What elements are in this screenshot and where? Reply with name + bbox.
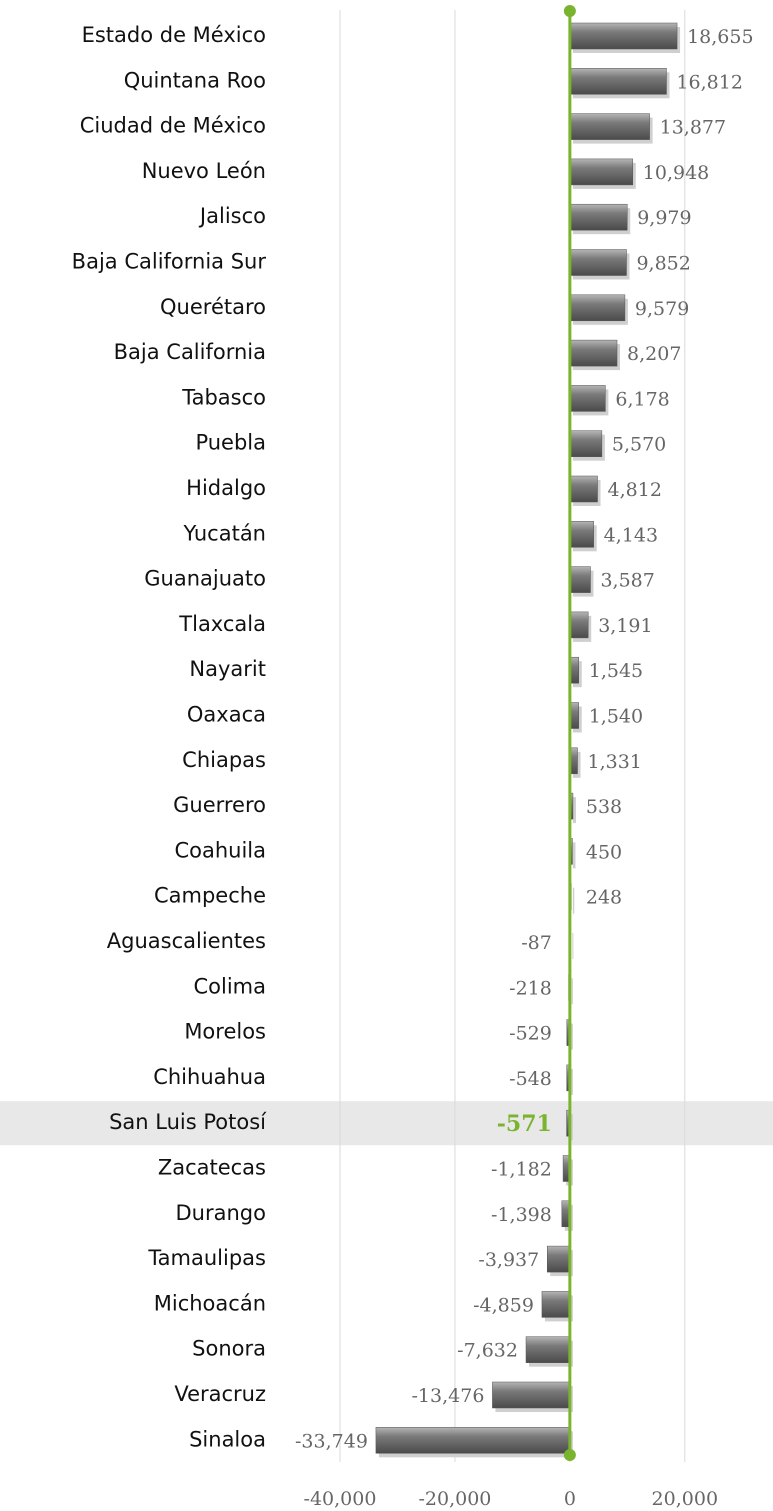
value-label: 248	[586, 887, 622, 909]
category-label: Nuevo León	[142, 159, 266, 183]
value-label: -548	[509, 1068, 552, 1090]
bar	[569, 249, 627, 276]
category-label: Tlaxcala	[178, 612, 266, 636]
x-tick-label: 0	[564, 1488, 576, 1510]
bar	[569, 339, 618, 367]
bar	[569, 385, 606, 412]
category-label: Campeche	[154, 884, 266, 908]
value-label: -3,937	[478, 1249, 539, 1271]
category-label: Baja California Sur	[72, 250, 267, 274]
bar	[525, 1336, 571, 1363]
bar-shadow	[571, 978, 573, 1005]
value-label: -7,632	[457, 1340, 518, 1362]
value-label: -87	[521, 932, 552, 954]
value-label: -4,859	[473, 1294, 534, 1316]
category-label: Michoacán	[154, 1291, 266, 1315]
bar-shadow	[572, 933, 574, 959]
category-label: Tamaulipas	[147, 1246, 266, 1270]
bar	[569, 475, 598, 503]
value-label: 13,877	[660, 117, 726, 139]
category-label: Guanajuato	[144, 567, 266, 591]
value-label: 18,655	[687, 26, 753, 48]
value-label: -218	[509, 977, 552, 999]
value-label: 6,178	[615, 388, 669, 410]
category-label: Durango	[176, 1201, 266, 1225]
value-label: 9,579	[635, 298, 689, 320]
category-label: Guerrero	[173, 793, 266, 817]
value-label: 5,570	[612, 434, 666, 456]
bar	[541, 1291, 571, 1318]
value-label: 538	[586, 796, 622, 818]
category-label: Hidalgo	[186, 476, 266, 500]
bar-shadow	[572, 887, 575, 914]
category-label: Ciudad de México	[80, 114, 266, 138]
category-label: Coahuila	[174, 838, 266, 862]
value-label: 9,979	[637, 207, 691, 229]
category-label: Nayarit	[189, 657, 266, 681]
value-label: 16,812	[676, 71, 742, 93]
category-label: Jalisco	[198, 204, 266, 228]
bar	[492, 1381, 571, 1409]
value-label: -571	[497, 1111, 552, 1137]
category-label: Veracruz	[174, 1382, 266, 1406]
highlight-band	[0, 1101, 773, 1146]
category-label: Estado de México	[82, 23, 266, 47]
category-label: Querétaro	[160, 295, 266, 319]
category-label: Sonora	[192, 1337, 266, 1361]
bar	[569, 611, 589, 639]
value-label: 9,852	[636, 253, 690, 275]
bar	[546, 1245, 571, 1273]
value-label: -13,476	[412, 1385, 485, 1407]
bar-shadow	[572, 797, 576, 824]
axis-dot	[563, 1449, 576, 1461]
value-label: 4,143	[604, 524, 658, 546]
value-label: -1,398	[491, 1204, 552, 1226]
category-label: Baja California	[114, 340, 266, 364]
x-tick-label: -40,000	[304, 1488, 377, 1510]
bar	[375, 1427, 571, 1454]
value-label: 8,207	[627, 343, 681, 365]
bar	[569, 521, 594, 548]
axis-dot	[563, 5, 576, 17]
bar	[569, 294, 626, 322]
bar	[569, 566, 591, 593]
bar	[569, 22, 678, 50]
category-label: Quintana Roo	[124, 68, 266, 92]
value-label: 1,545	[589, 660, 643, 682]
category-label: Morelos	[184, 1020, 266, 1044]
category-label: Oaxaca	[187, 703, 266, 727]
value-label: 4,812	[608, 479, 662, 501]
bar-shadow	[572, 842, 576, 869]
value-label: 450	[586, 841, 622, 863]
x-tick-label: 20,000	[652, 1488, 718, 1510]
value-label: 1,540	[589, 706, 643, 728]
value-label: -529	[509, 1023, 552, 1045]
category-label: Sinaloa	[189, 1427, 266, 1451]
bar	[569, 113, 650, 140]
category-label: Zacatecas	[158, 1156, 266, 1180]
category-label: Yucatán	[182, 521, 266, 545]
value-label: -1,182	[491, 1159, 552, 1181]
value-label: 3,191	[598, 615, 652, 637]
category-label: Puebla	[195, 431, 266, 455]
value-label: 1,331	[588, 751, 642, 773]
category-label: Aguascalientes	[107, 929, 266, 953]
bar	[569, 430, 603, 457]
value-label: 3,587	[600, 570, 654, 592]
bar	[569, 68, 667, 95]
category-label: Colima	[193, 974, 266, 998]
category-label: Tabasco	[181, 385, 266, 409]
x-tick-label: -20,000	[418, 1488, 491, 1510]
category-label: Chiapas	[182, 748, 266, 772]
value-label: 10,948	[643, 162, 709, 184]
bar	[569, 158, 634, 186]
category-label: San Luis Potosí	[109, 1110, 267, 1134]
category-label: Chihuahua	[153, 1065, 266, 1089]
value-label: -33,749	[295, 1430, 368, 1452]
bar	[569, 203, 628, 231]
